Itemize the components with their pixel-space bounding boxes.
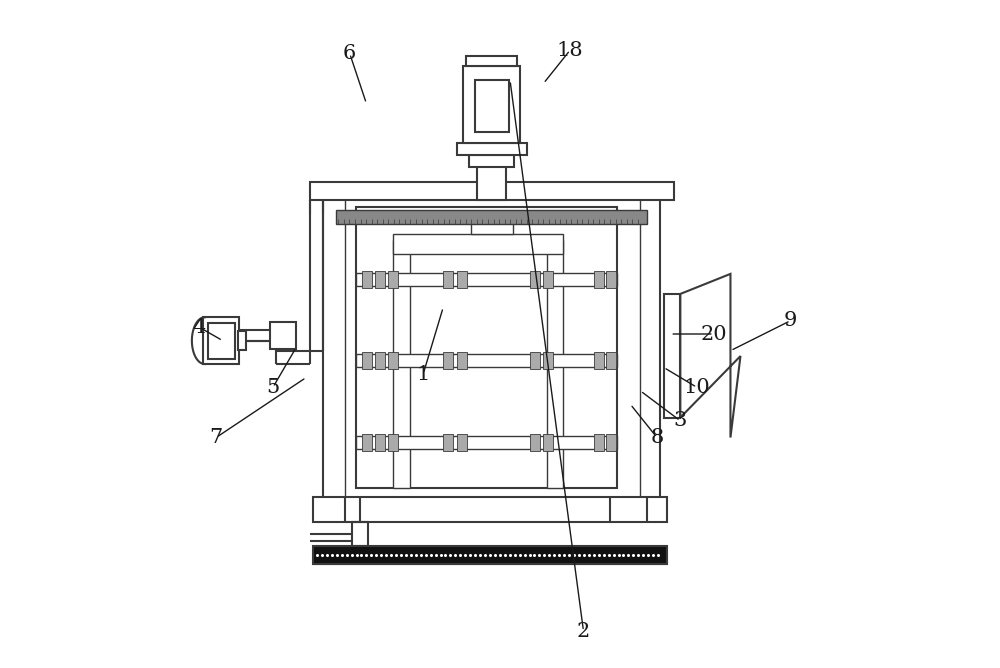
Bar xyxy=(208,323,235,359)
Bar xyxy=(457,271,467,288)
Bar xyxy=(313,546,667,564)
Bar xyxy=(443,352,453,369)
Text: 18: 18 xyxy=(557,41,583,59)
Text: 2: 2 xyxy=(577,622,590,641)
Polygon shape xyxy=(680,274,740,438)
Bar xyxy=(530,271,540,288)
Bar xyxy=(594,434,604,451)
Text: 5: 5 xyxy=(266,378,280,397)
Bar xyxy=(356,273,617,286)
Bar xyxy=(323,194,660,498)
Text: 7: 7 xyxy=(209,428,223,447)
Bar xyxy=(606,352,616,369)
Bar xyxy=(336,210,647,224)
Text: 1: 1 xyxy=(416,365,430,383)
Bar xyxy=(457,434,467,451)
Bar xyxy=(238,331,246,350)
Bar xyxy=(530,352,540,369)
Bar xyxy=(356,207,617,488)
Bar xyxy=(477,164,506,200)
Bar xyxy=(388,434,398,451)
Bar xyxy=(310,182,674,200)
Bar xyxy=(530,434,540,451)
Bar xyxy=(543,352,553,369)
Text: 4: 4 xyxy=(193,318,206,337)
Bar xyxy=(594,352,604,369)
Text: 10: 10 xyxy=(684,378,710,397)
Bar xyxy=(543,434,553,451)
Bar xyxy=(362,352,372,369)
Bar xyxy=(393,234,563,254)
Bar xyxy=(270,322,296,349)
Bar xyxy=(606,271,616,288)
Bar xyxy=(362,434,372,451)
Bar xyxy=(475,80,509,132)
Bar xyxy=(594,271,604,288)
Bar xyxy=(362,271,372,288)
Bar xyxy=(313,497,667,522)
Bar xyxy=(547,240,563,488)
Text: 20: 20 xyxy=(700,325,727,343)
Bar xyxy=(606,434,616,451)
Text: 8: 8 xyxy=(650,428,664,447)
Bar xyxy=(664,294,680,418)
Bar xyxy=(471,214,513,234)
Bar xyxy=(356,436,617,449)
Text: 6: 6 xyxy=(343,44,356,63)
Bar xyxy=(388,271,398,288)
Bar xyxy=(543,271,553,288)
Bar xyxy=(457,352,467,369)
Bar xyxy=(375,434,385,451)
Bar xyxy=(393,240,410,488)
Bar xyxy=(443,271,453,288)
Bar xyxy=(203,317,239,364)
Bar xyxy=(466,56,517,66)
Bar xyxy=(352,522,368,546)
Bar xyxy=(457,143,527,155)
Bar xyxy=(375,271,385,288)
Bar xyxy=(463,66,520,143)
Text: 9: 9 xyxy=(784,311,797,330)
Bar xyxy=(388,352,398,369)
Text: 3: 3 xyxy=(674,411,687,430)
Bar xyxy=(443,434,453,451)
Bar xyxy=(469,155,514,167)
Bar xyxy=(375,352,385,369)
Bar xyxy=(356,354,617,367)
